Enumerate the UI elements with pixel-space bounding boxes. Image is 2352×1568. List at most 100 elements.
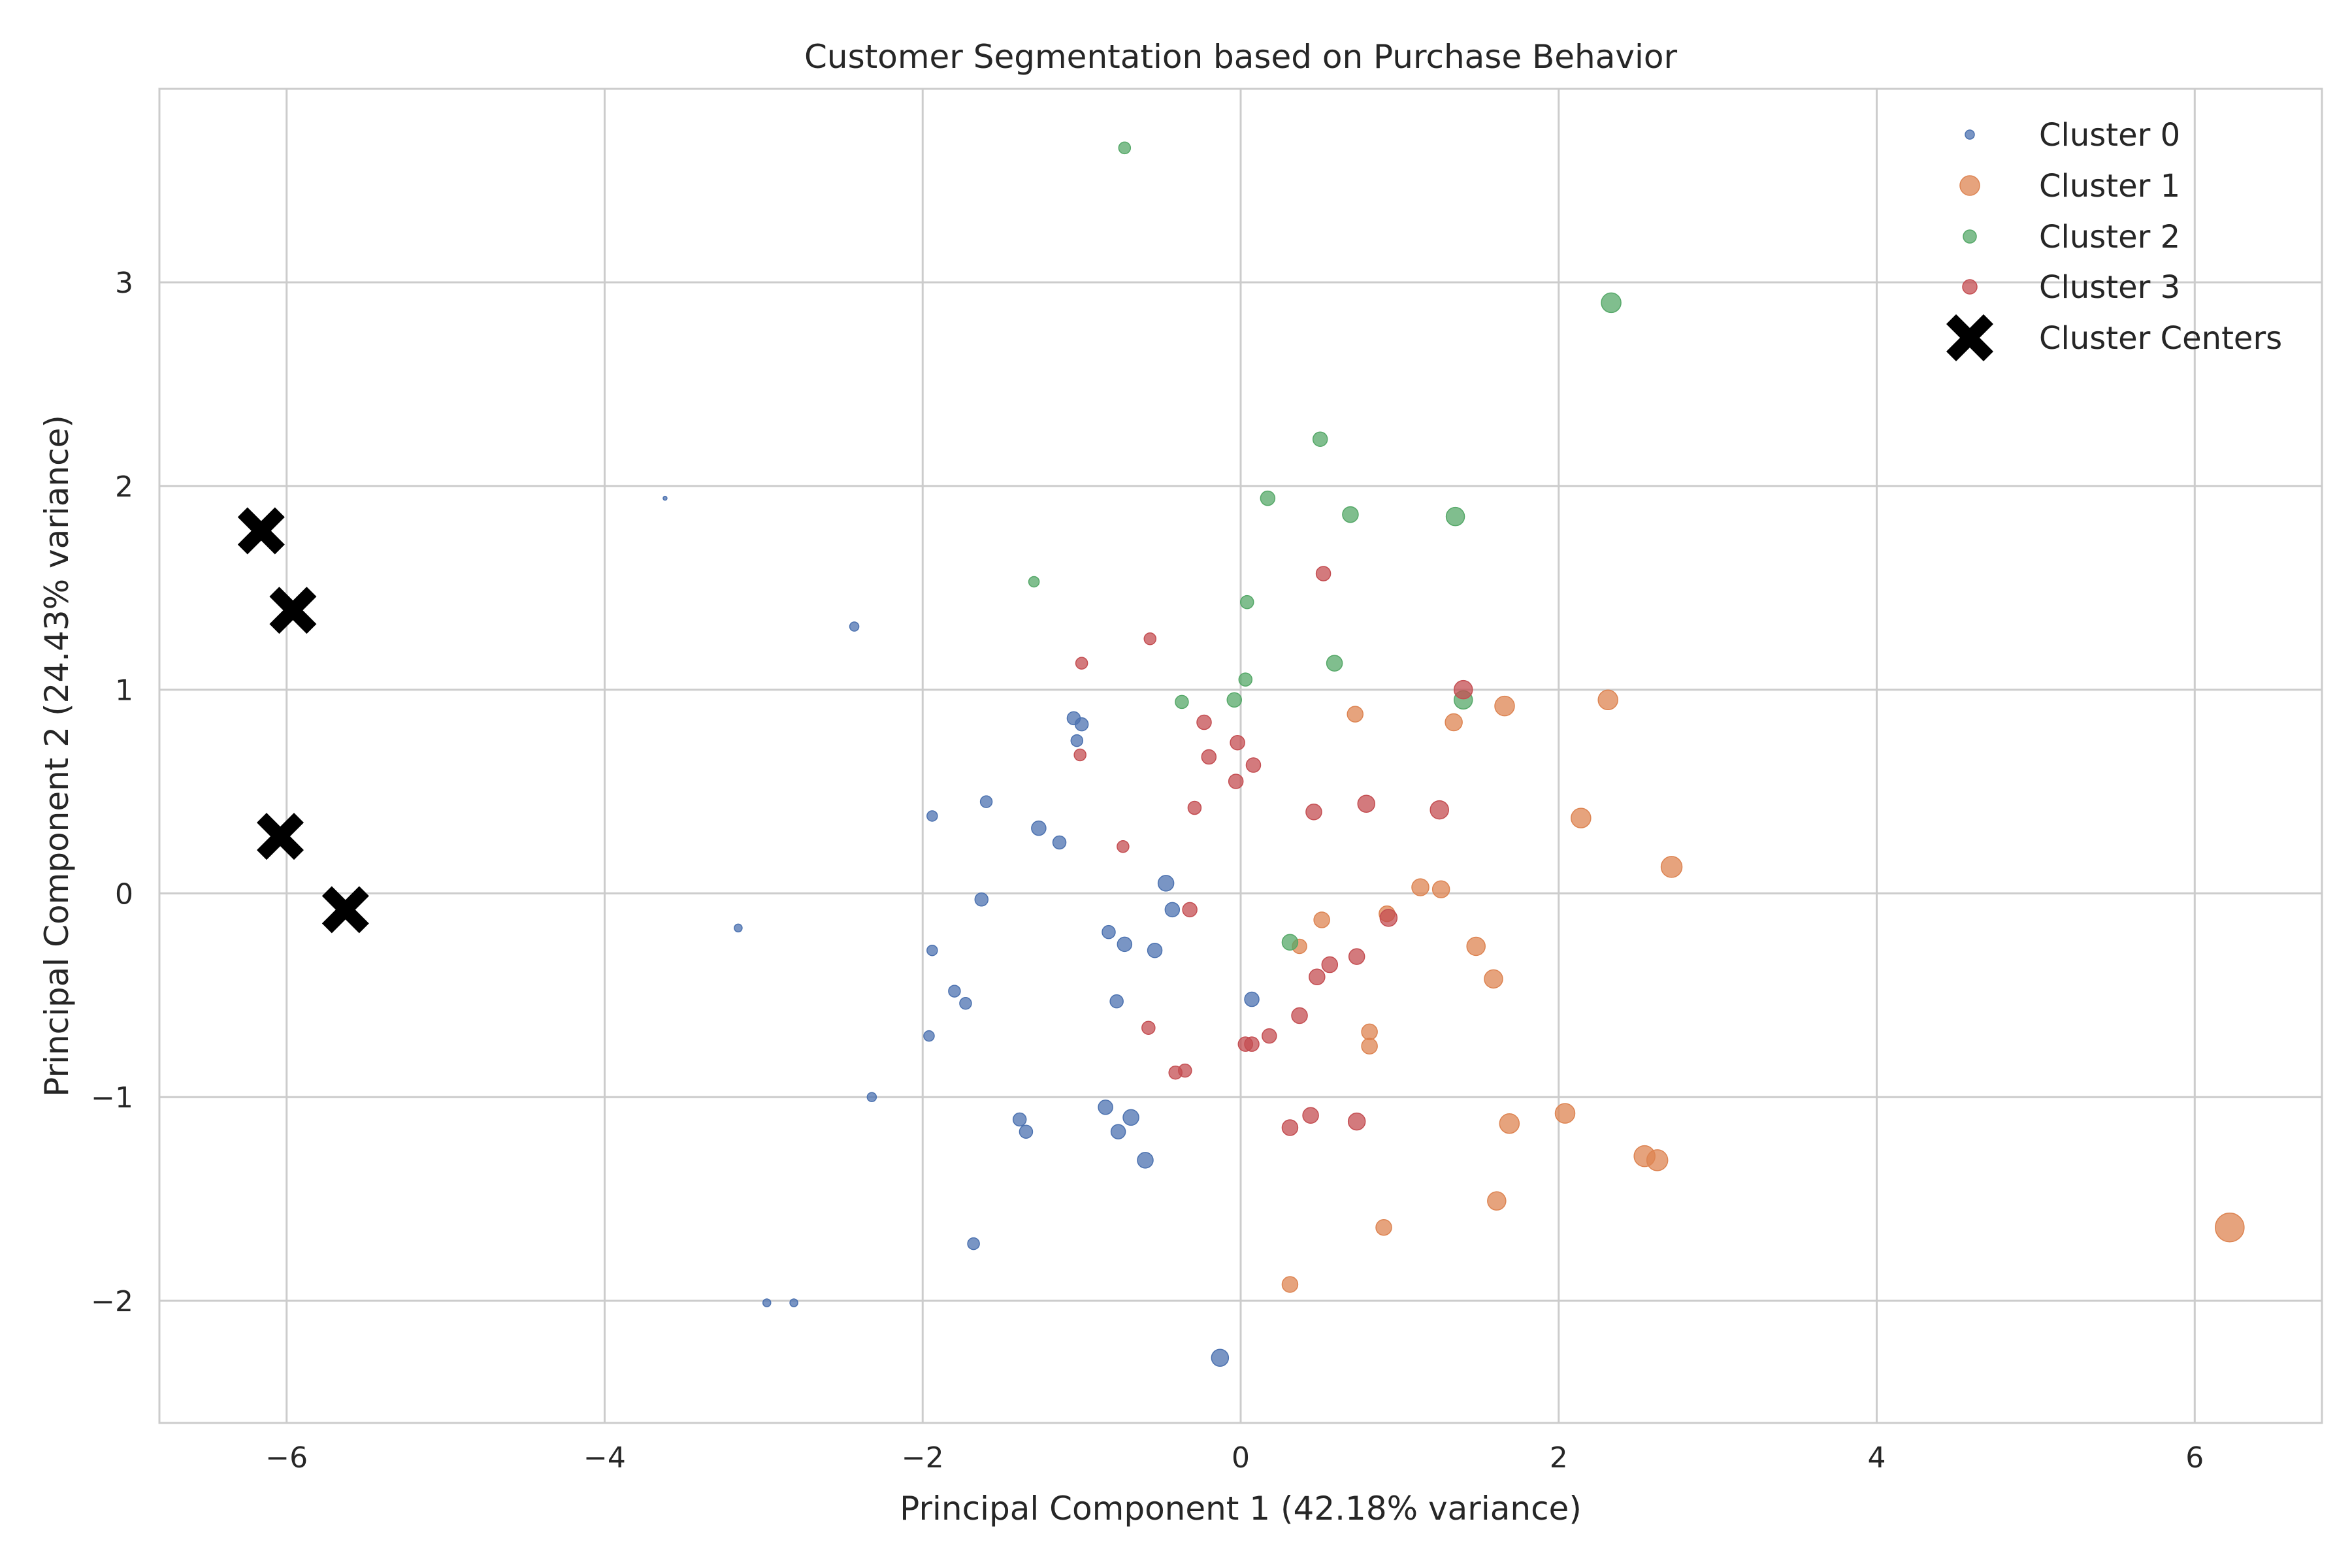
cluster-1-point	[1361, 1023, 1378, 1041]
cluster-1-point	[1494, 695, 1515, 717]
y-tick-label: 0	[115, 877, 133, 911]
legend-label-cluster-2: Cluster 2	[2039, 219, 2180, 255]
legend-label-cluster-0: Cluster 0	[2039, 117, 2180, 154]
cluster-3-point	[1168, 1066, 1183, 1080]
cluster-2-point	[1118, 141, 1132, 155]
x-tick-label: −6	[265, 1441, 308, 1475]
cluster-0-point	[1052, 835, 1067, 850]
cluster-3-point	[1237, 1036, 1254, 1052]
y-tick-label: 3	[115, 267, 133, 300]
cluster-3-point	[1245, 757, 1262, 773]
cluster-0-point	[959, 997, 972, 1010]
x-tick-label: 2	[1550, 1441, 1568, 1475]
cluster-0-point	[1098, 1100, 1113, 1115]
series-cluster-0	[662, 495, 1260, 1367]
cluster-3-point	[1348, 948, 1365, 965]
cluster-0-point	[866, 1092, 877, 1102]
series-cluster-2	[1028, 141, 1622, 951]
cluster-1-point	[1499, 1113, 1520, 1134]
cluster-1-point	[1646, 1149, 1669, 1171]
y-axis-label: Principal Component 2 (24.43% variance)	[38, 415, 76, 1097]
cluster-3-point	[1302, 1107, 1319, 1124]
cluster-0-point	[849, 621, 860, 632]
cluster-1-point	[1375, 1218, 1392, 1236]
y-tick-labels: −2 −1 0 1 2 3	[91, 267, 133, 1318]
cluster-1-point	[1411, 878, 1429, 896]
cluster-3-point	[1141, 1021, 1156, 1035]
cluster-1-point	[1281, 1276, 1299, 1293]
x-axis-label: Principal Component 1 (42.18% variance)	[900, 1490, 1582, 1527]
cluster-0-point	[789, 1298, 798, 1307]
x-tick-label: 0	[1232, 1441, 1250, 1475]
x-gridlines	[286, 89, 2196, 1423]
y-tick-label: −2	[91, 1285, 133, 1318]
cluster-3-point	[1379, 909, 1398, 927]
y-tick-label: 2	[115, 470, 133, 504]
cluster-3-point	[1429, 800, 1449, 820]
cluster-3-point	[1357, 794, 1376, 813]
cluster-3-point	[1291, 1007, 1308, 1024]
cluster-1-point	[1554, 1103, 1576, 1124]
cluster-2-point	[1238, 672, 1253, 687]
cluster-centers	[237, 507, 369, 934]
cluster-2-point	[1281, 934, 1299, 951]
legend-marker-cluster-0	[1965, 129, 1975, 140]
x-tick-label: 6	[2185, 1441, 2204, 1475]
cluster-2-point	[1326, 655, 1343, 672]
cluster-3-point	[1347, 1112, 1366, 1131]
legend: Cluster 0 Cluster 1 Cluster 2 Cluster 3 Clus…	[1946, 117, 2282, 361]
cluster-0-point	[1147, 942, 1163, 958]
legend-label-centers: Cluster Centers	[2039, 320, 2282, 357]
cluster-3-point	[1315, 566, 1331, 581]
cluster-0-point	[1019, 1124, 1034, 1139]
cluster-2-point	[1312, 431, 1328, 447]
cluster-0-point	[1164, 902, 1181, 918]
cluster-0-point	[967, 1237, 980, 1250]
cluster-0-point	[1109, 994, 1124, 1009]
x-tick-label: −2	[902, 1441, 944, 1475]
cluster-2-point	[1226, 692, 1243, 708]
cluster-3-point	[1281, 1119, 1299, 1136]
cluster-0-point	[1074, 717, 1089, 732]
cluster-3-point	[1228, 774, 1244, 789]
data-points	[662, 141, 2245, 1367]
cluster-0-point	[1031, 820, 1047, 836]
cluster-0-point	[926, 944, 938, 956]
x-tick-labels: −6 −4 −2 0 2 4 6	[265, 1441, 2204, 1475]
cluster-3-point	[1321, 956, 1339, 973]
cluster-2-point	[1175, 694, 1189, 710]
cluster-0-point	[923, 1030, 935, 1042]
cluster-1-point	[1597, 689, 1618, 711]
chart-title: Customer Segmentation based on Purchase …	[804, 38, 1677, 76]
cluster-center-marker	[257, 813, 304, 860]
cluster-center-marker	[321, 886, 369, 934]
cluster-1-point	[1484, 969, 1503, 989]
y-tick-label: −1	[91, 1081, 133, 1115]
cluster-0-point	[974, 892, 989, 907]
cluster-2-point	[1601, 292, 1622, 314]
legend-marker-cluster-3	[1962, 279, 1978, 295]
cluster-3-point	[1196, 714, 1212, 730]
cluster-3-point	[1075, 657, 1088, 670]
cluster-0-point	[1102, 924, 1116, 939]
legend-marker-cluster-1	[1959, 175, 1980, 196]
cluster-0-point	[662, 495, 668, 501]
y-tick-label: 1	[115, 674, 133, 708]
cluster-1-point	[1361, 1037, 1378, 1055]
cluster-3-point	[1143, 632, 1157, 645]
cluster-3-point	[1073, 748, 1086, 762]
cluster-0-point	[1137, 1152, 1154, 1169]
series-cluster-1	[1281, 689, 2245, 1293]
cluster-center-marker	[269, 587, 317, 634]
cluster-3-point	[1187, 800, 1202, 815]
cluster-2-point	[1028, 576, 1040, 588]
cluster-3-point	[1230, 734, 1245, 751]
cluster-2-point	[1445, 506, 1465, 527]
cluster-1-point	[1431, 880, 1450, 898]
cluster-1-point	[1313, 911, 1330, 928]
cluster-0-point	[1122, 1109, 1139, 1126]
cluster-0-point	[979, 795, 993, 808]
cluster-1-point	[2215, 1212, 2245, 1243]
cluster-3-point	[1201, 749, 1217, 765]
